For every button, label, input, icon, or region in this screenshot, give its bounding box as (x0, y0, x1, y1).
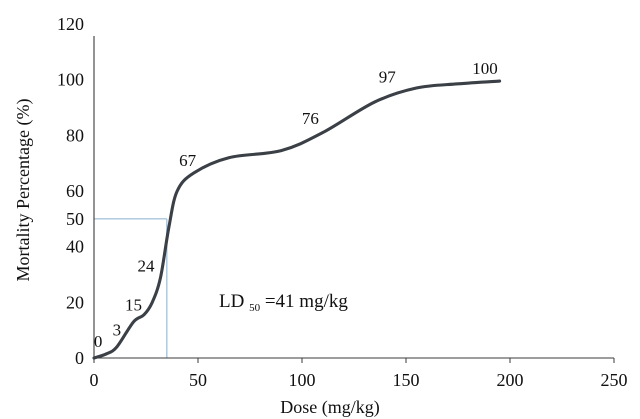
data-point-label: 100 (472, 59, 498, 78)
data-point-label: 0 (94, 332, 103, 351)
data-point-label: 76 (302, 109, 319, 128)
data-point-label: 15 (125, 296, 142, 315)
y-tick-label: 40 (66, 237, 84, 257)
ld50-annotation: LD 50 =41 mg/kg (219, 291, 348, 316)
x-tick-label: 200 (497, 370, 524, 390)
y-tick-label: 100 (57, 70, 84, 90)
y-axis-title: Mortality Percentage (%) (13, 99, 34, 282)
y-tick-label: 50 (66, 209, 84, 229)
y-tick-label: 80 (66, 125, 84, 145)
y-tick-label: 20 (66, 292, 84, 312)
x-tick-label: 50 (189, 370, 207, 390)
ld50-suffix: =41 mg/kg (265, 291, 349, 312)
ld50-prefix: LD (219, 291, 244, 312)
data-point-label: 3 (113, 321, 122, 340)
x-tick-label: 250 (601, 370, 628, 390)
data-point-label: 97 (379, 67, 397, 86)
y-tick-label: 120 (57, 14, 84, 34)
ld50-subscript: 50 (249, 302, 261, 314)
mortality-curve (92, 79, 502, 360)
x-tick-label: 150 (393, 370, 420, 390)
series-layer (92, 79, 502, 360)
data-point-label: 24 (138, 257, 156, 276)
x-axis-title: Dose (mg/kg) (280, 397, 379, 418)
x-tick-label: 100 (289, 370, 316, 390)
data-point-label: 67 (179, 151, 197, 170)
x-tick-label: 0 (90, 370, 99, 390)
axes-layer (93, 36, 614, 359)
reference-layer (94, 218, 168, 358)
y-tick-label: 60 (66, 181, 84, 201)
y-tick-label: 0 (75, 348, 84, 368)
